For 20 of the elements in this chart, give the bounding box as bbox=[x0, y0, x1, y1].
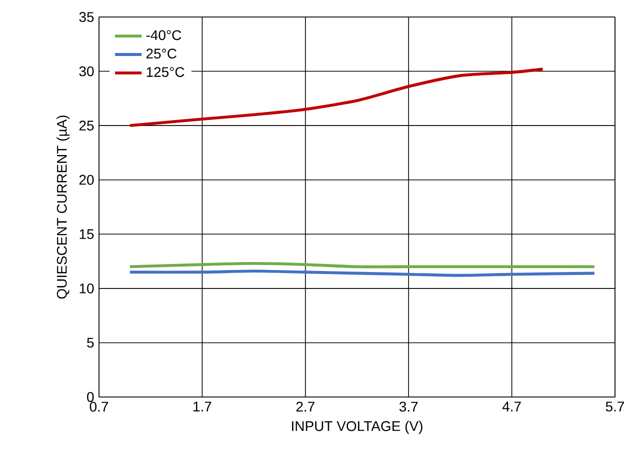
y-tick-label: 30 bbox=[79, 66, 94, 76]
legend-label: 125°C bbox=[146, 67, 184, 77]
y-tick-label: 25 bbox=[79, 120, 94, 131]
y-axis-title: QUIESCENT CURRENT (µA) bbox=[56, 116, 70, 299]
x-tick-label: 2.7 bbox=[296, 402, 314, 412]
y-tick-label: 5 bbox=[87, 338, 94, 348]
x-tick-label: 4.7 bbox=[502, 402, 521, 412]
line-series bbox=[128, 68, 544, 128]
legend-label: 25°C bbox=[146, 48, 176, 59]
legend-label: -40°C bbox=[146, 30, 182, 40]
x-tick-label: 3.7 bbox=[399, 402, 418, 412]
y-tick-label: 10 bbox=[80, 283, 94, 294]
x-axis-title: INPUT VOLTAGE (V) bbox=[292, 420, 422, 434]
x-tick-label: 1.7 bbox=[194, 402, 212, 412]
y-tick-label: 0 bbox=[87, 392, 94, 402]
y-tick-label: 20 bbox=[79, 174, 94, 185]
y-tick-label: 35 bbox=[79, 12, 94, 22]
x-tick-label: 5.7 bbox=[606, 402, 624, 412]
x-tick-label: 0.7 bbox=[90, 402, 108, 412]
y-tick-label: 15 bbox=[80, 229, 94, 240]
